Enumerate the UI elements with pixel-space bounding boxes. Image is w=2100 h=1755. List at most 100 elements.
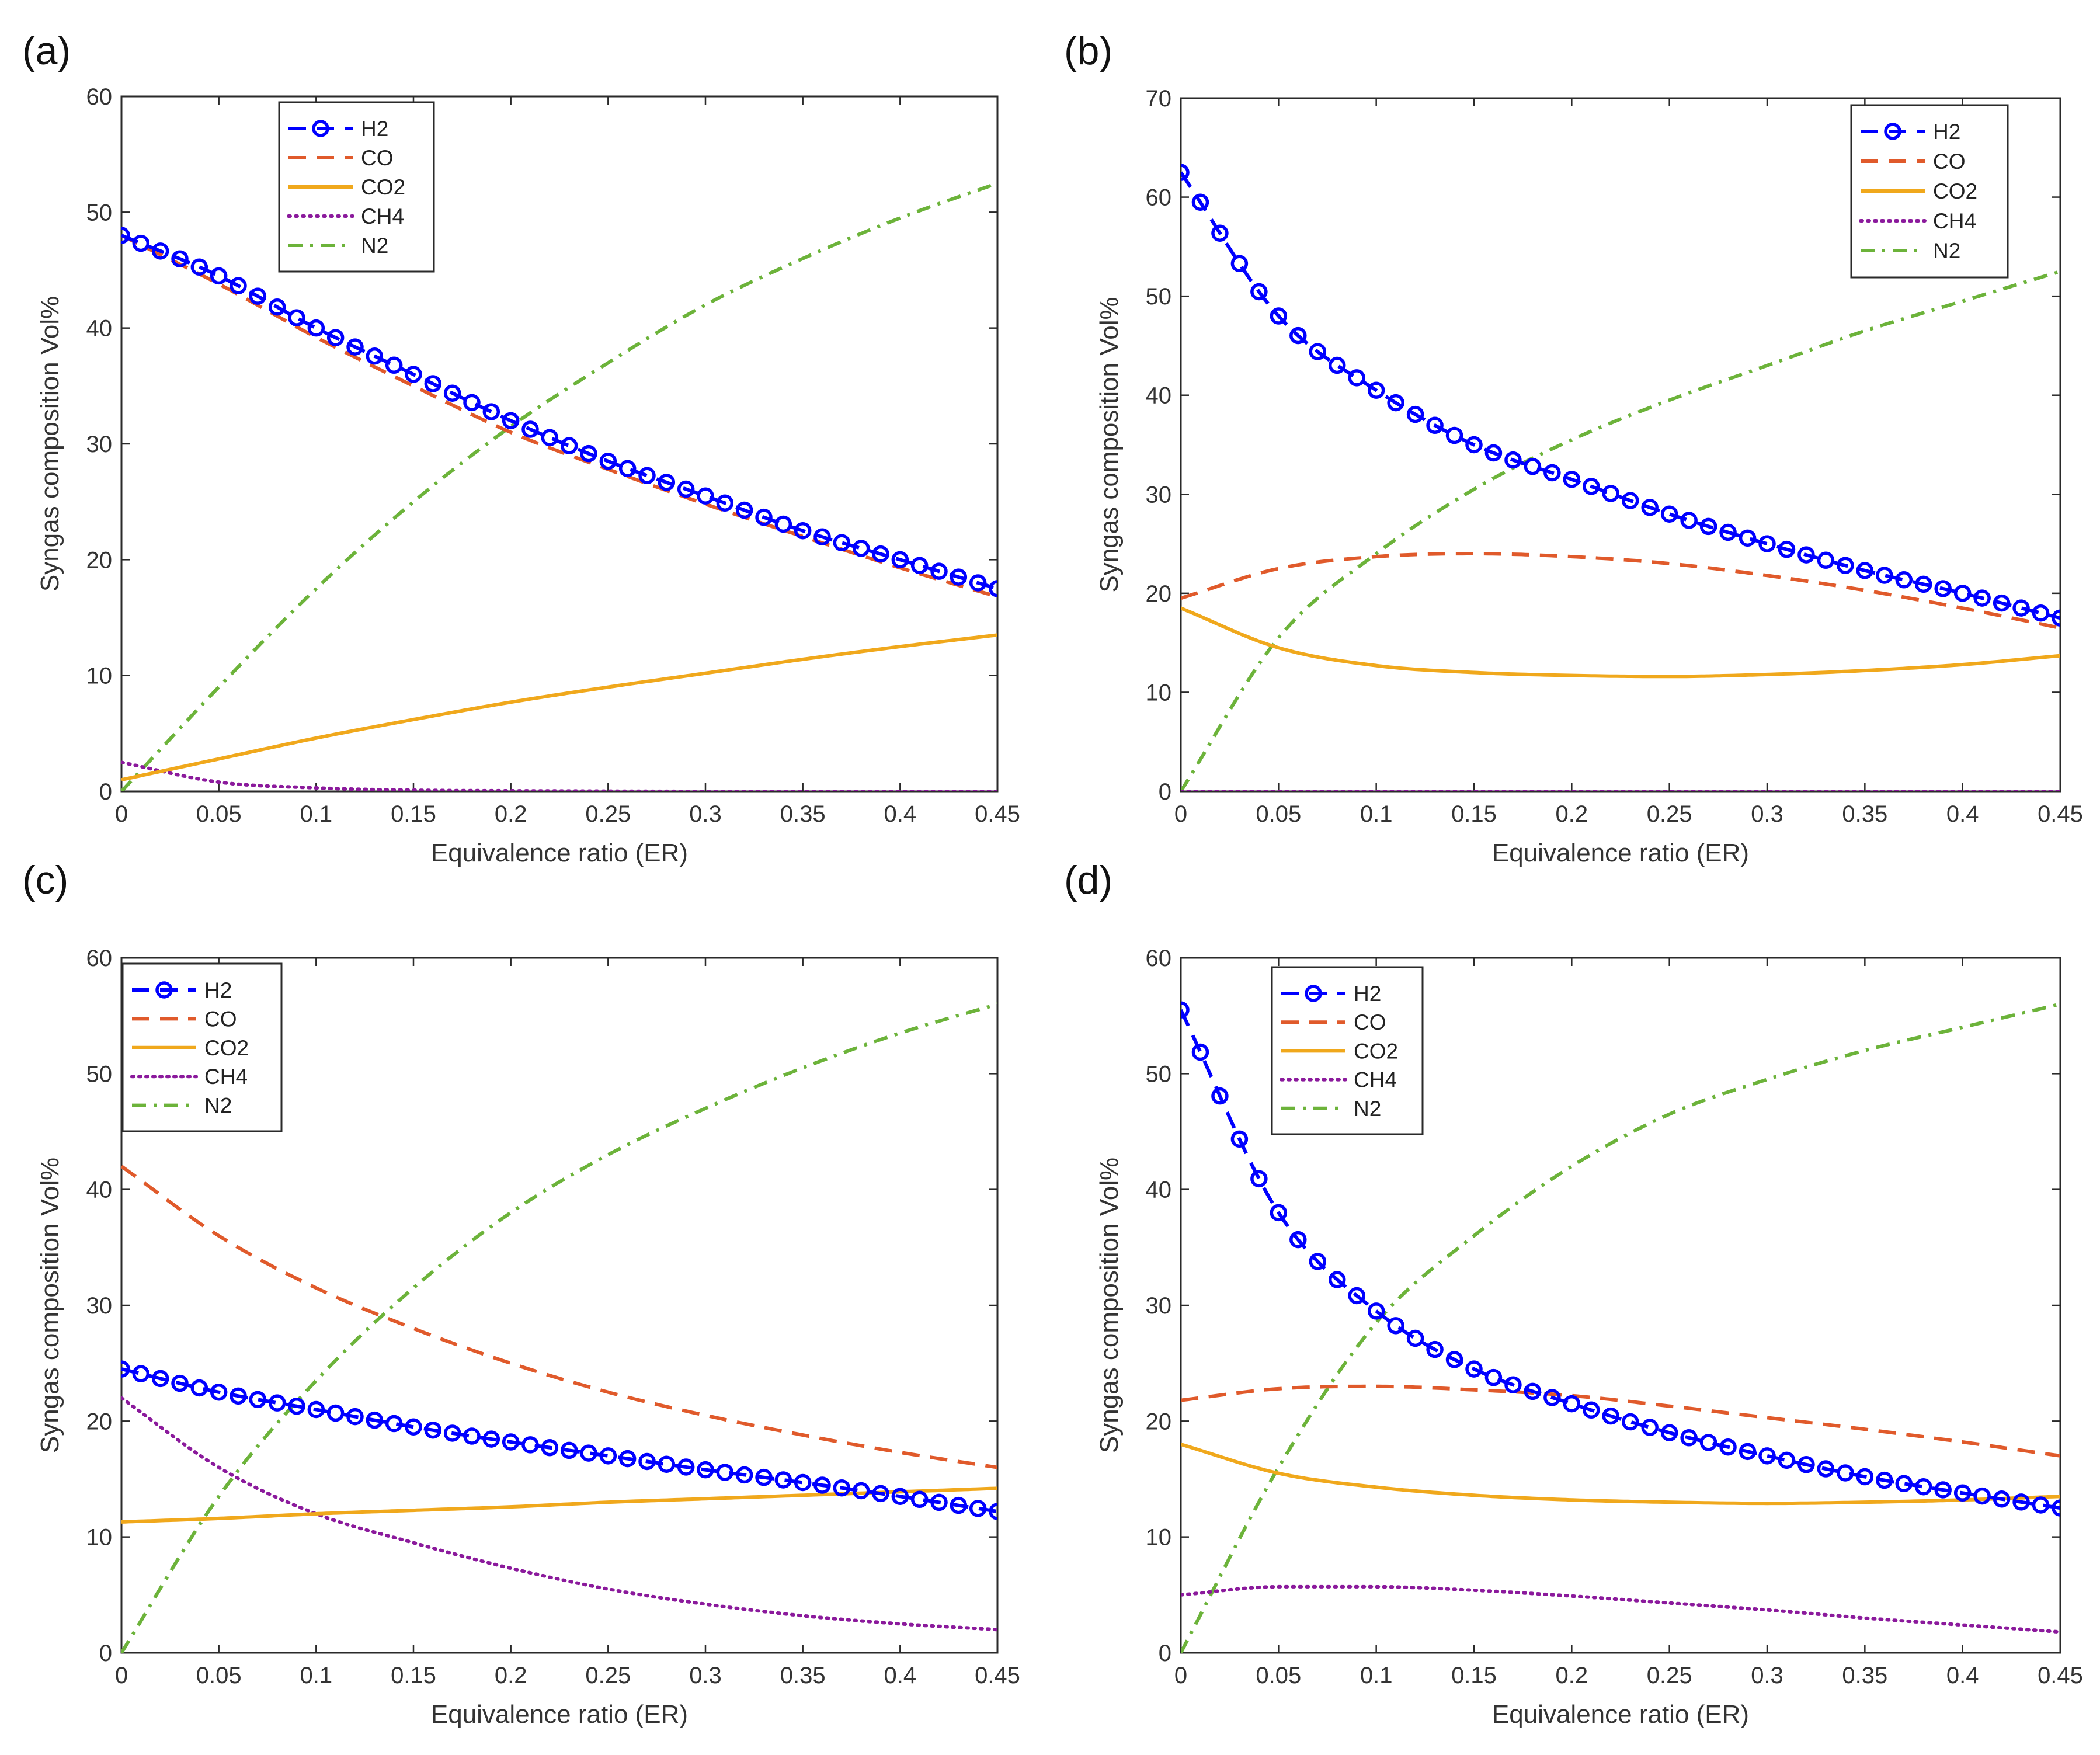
- legend-marker-h2: [1305, 985, 1322, 1002]
- x-tick-label: 0: [115, 1663, 128, 1688]
- h2-marker: [1270, 307, 1288, 325]
- legend-label: N2: [1933, 239, 1960, 263]
- h2-marker: [1563, 471, 1581, 488]
- h2-marker: [1719, 523, 1737, 541]
- series-n2: [1181, 269, 2060, 791]
- h2-marker: [268, 1394, 286, 1412]
- y-tick-label: 40: [86, 316, 113, 342]
- x-tick-label: 0.4: [1946, 801, 1979, 827]
- h2-marker: [1484, 1368, 1503, 1386]
- x-tick-label: 0.45: [2038, 1663, 2083, 1688]
- h2-marker: [521, 1436, 539, 1454]
- h2-marker: [580, 1444, 597, 1462]
- h2-marker: [618, 1450, 637, 1468]
- h2-marker: [1953, 1484, 1972, 1502]
- h2-marker: [1211, 1087, 1229, 1105]
- h2-marker: [1699, 517, 1717, 536]
- series-co: [121, 1165, 997, 1469]
- x-tick-label: 0.3: [689, 1663, 722, 1688]
- y-tick-label: 10: [86, 1525, 113, 1551]
- legend-label: CH4: [204, 1065, 248, 1089]
- series-co2: [1181, 606, 2060, 679]
- h2-marker: [1426, 416, 1444, 435]
- h2-marker: [833, 1479, 851, 1497]
- h2-marker: [1387, 394, 1404, 412]
- h2-marker: [307, 319, 325, 337]
- h2-marker: [755, 508, 773, 526]
- series-ch4: [121, 1396, 997, 1632]
- x-tick-label: 0.4: [884, 1663, 917, 1688]
- legend-label: CO: [1354, 1010, 1386, 1034]
- h2-marker: [346, 338, 364, 356]
- y-tick-label: 20: [86, 1409, 113, 1434]
- h2-marker: [618, 460, 637, 478]
- series-line-n2: [1181, 269, 2060, 791]
- x-tick-label: 0.35: [1842, 801, 1887, 827]
- x-tick-label: 0.35: [1842, 1663, 1887, 1688]
- h2-marker: [366, 347, 384, 365]
- h2-marker: [1328, 1271, 1346, 1288]
- h2-marker: [1621, 492, 1639, 509]
- h2-marker: [1778, 540, 1796, 558]
- h2-marker: [833, 534, 851, 552]
- x-tick-label: 0.1: [1360, 801, 1393, 827]
- series-line-co: [121, 1165, 997, 1469]
- h2-marker: [132, 1365, 150, 1382]
- h2-marker: [171, 250, 189, 267]
- h2-marker: [1583, 478, 1600, 495]
- h2-marker: [813, 1476, 831, 1494]
- x-tick-label: 0.1: [300, 1663, 333, 1688]
- legend-label: H2: [1933, 120, 1960, 144]
- x-tick-label: 0.3: [689, 801, 722, 827]
- h2-marker: [560, 437, 578, 454]
- legend-item-ch4: CH4: [1280, 1068, 1397, 1092]
- y-tick-label: 60: [86, 84, 113, 110]
- h2-marker: [852, 1482, 870, 1500]
- h2-marker: [1680, 512, 1698, 529]
- x-tick-label: 0: [1174, 1663, 1187, 1688]
- h2-marker: [2032, 604, 2050, 622]
- legend-label: CO2: [204, 1036, 249, 1060]
- h2-marker: [2052, 1499, 2060, 1517]
- series-line-n2: [121, 1002, 997, 1653]
- series-line-ch4: [1181, 1584, 2060, 1634]
- y-tick-label: 40: [86, 1177, 113, 1203]
- series-line-h2: [121, 1367, 997, 1513]
- y-tick-label: 50: [86, 200, 113, 225]
- h2-marker: [1660, 1424, 1678, 1441]
- x-tick-label: 0.3: [1751, 801, 1783, 827]
- h2-marker: [2032, 1496, 2050, 1514]
- h2-marker: [151, 1370, 169, 1388]
- x-tick-label: 0.2: [495, 1663, 527, 1688]
- h2-marker: [1524, 457, 1542, 475]
- h2-marker: [1876, 1471, 1893, 1489]
- legend-item-co2: CO2: [1861, 179, 1977, 203]
- series-line-h2: [1181, 171, 2060, 620]
- h2-marker: [950, 568, 968, 586]
- series-ch4: [1181, 1584, 2060, 1634]
- x-tick-label: 0.15: [391, 801, 436, 827]
- legend-item-co2: CO2: [1281, 1039, 1398, 1063]
- h2-marker: [599, 1447, 617, 1465]
- h2-marker: [121, 227, 130, 244]
- series-h2: [121, 227, 997, 597]
- series-ch4: [121, 760, 997, 791]
- legend-label: N2: [204, 1094, 232, 1118]
- h2-marker: [443, 1424, 461, 1442]
- h2-marker: [463, 1427, 481, 1445]
- h2-marker: [1504, 1376, 1522, 1393]
- y-tick-label: 70: [1146, 86, 1172, 112]
- h2-marker: [1191, 193, 1209, 211]
- h2-marker: [1583, 1401, 1600, 1419]
- y-tick-label: 20: [1146, 581, 1172, 607]
- h2-marker: [1621, 1413, 1639, 1431]
- h2-marker: [794, 522, 812, 540]
- h2-marker: [346, 1408, 364, 1426]
- h2-marker: [1181, 1001, 1190, 1019]
- h2-marker: [735, 501, 753, 519]
- h2-marker: [1660, 505, 1678, 523]
- h2-marker: [151, 242, 169, 260]
- panel-b: (b) 0 0.05 0.1 0.15 0.2 0.25 0.3 0.35 0.4 0.45 0 10 2…: [1064, 29, 2083, 867]
- h2-marker: [1993, 1490, 2011, 1508]
